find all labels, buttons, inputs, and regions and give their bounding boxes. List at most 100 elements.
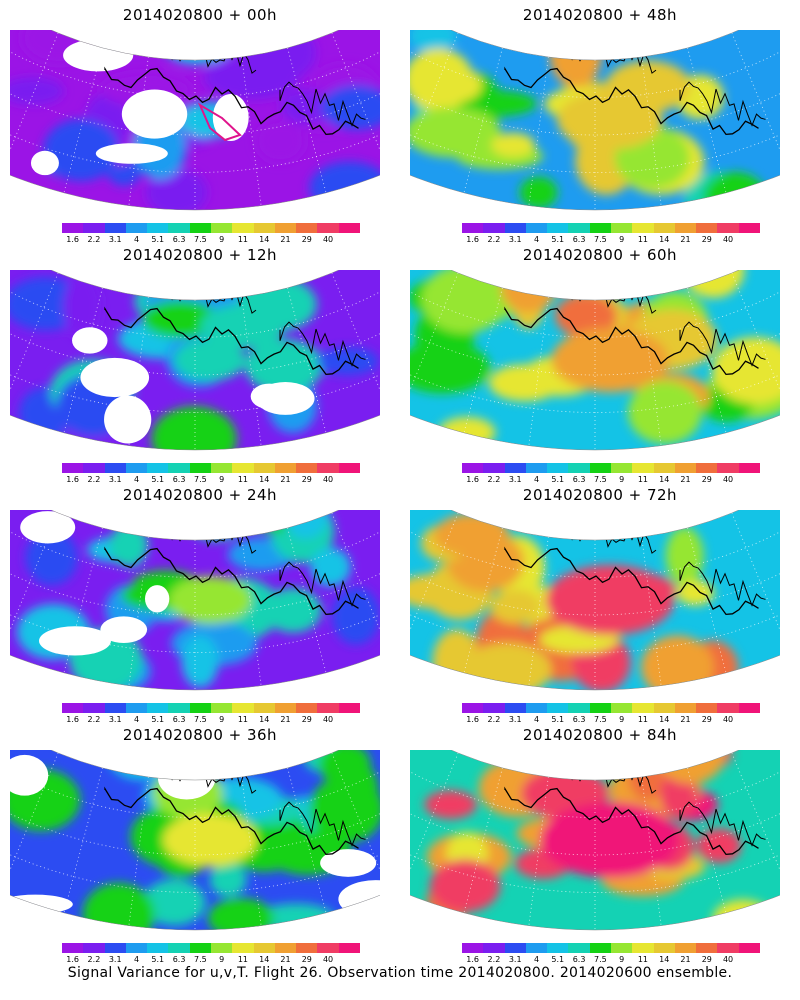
coastline [104,306,359,376]
colorbar-swatch [547,703,569,713]
colorbar-swatch [696,223,718,233]
colorbar-swatch [296,463,318,473]
colorbar-swatch [483,943,505,953]
variance-max-region [540,802,680,878]
colorbar-swatch [525,463,548,473]
colorbar-swatch [83,463,105,473]
variance-contour-blob [712,337,780,404]
colorbar-tick-label: 14 [259,955,270,964]
longitude-line [241,56,262,206]
colorbar-tick-label: 9 [619,475,625,484]
colorbar-swatch [147,223,169,233]
colorbar-swatch [632,703,654,713]
colorbar-tick-label: 4 [533,715,540,724]
colorbar-swatch [589,223,611,233]
flight-track [197,102,242,142]
colorbar-tick-label: 3.1 [108,475,122,484]
colorbar-swatch [253,943,275,953]
variance-contour-blob [185,510,247,542]
latitude-line [410,77,780,136]
colorbar-tick-label: 11 [637,235,649,244]
map-border [410,510,780,691]
colorbar-tick-label: 1.6 [66,475,80,484]
colorbar-swatch [189,463,211,473]
colorbar-labels: 1.6 2.2 3.1 4 5.1 6.3 7.5 9 11 14 21 29 40 [52,475,372,485]
colorbar-swatch [674,943,697,953]
colorbar-swatch [610,943,633,953]
longitude-line [287,47,327,193]
colorbar-swatch [104,463,126,473]
colorbar-labels: 1.6 2.2 3.1 4 5.1 6.3 7.5 9 11 14 21 29 40 [452,955,772,965]
variance-contour-blob [244,339,324,394]
colorbar-tick-label: 29 [301,475,312,484]
variance-contour-blob [434,513,510,557]
colorbar-swatch [696,463,718,473]
variance-contour-blob [255,119,306,163]
colorbar-swatch [83,223,105,233]
map-border [410,750,780,931]
latitude-line [410,557,780,616]
coastline [104,66,359,136]
colorbar-swatch [104,703,126,713]
colorbar-swatch [210,463,233,473]
colorbar-tick-label: 11 [637,475,649,484]
colorbar-tick-label: 7.5 [193,715,207,724]
colorbar-tick-label: 11 [637,955,649,964]
colorbar-swatch [589,463,611,473]
colorbar-tick-label: 40 [322,475,334,484]
variance-contour-blob [627,380,702,444]
colorbar-swatch [674,223,697,233]
variance-max-region [162,813,258,867]
colorbar-labels: 1.6 2.2 3.1 4 5.1 6.3 7.5 9 11 14 21 29 40 [52,715,372,725]
colorbar-tick-label: 6.3 [572,715,586,724]
colorbar-swatch [525,223,548,233]
colorbar-swatch [674,703,697,713]
colorbar-swatch [253,463,275,473]
variance-max-region [557,90,663,150]
colorbar-swatch [632,223,654,233]
masked-region [104,395,152,444]
variance-contour-blob [142,300,218,338]
colorbar-swatch [632,943,654,953]
colorbar-swatch [610,703,633,713]
colorbar-swatch [147,463,169,473]
panel-title: 2014020800 + 00h [122,6,278,24]
colorbar [462,703,760,713]
variance-contour-blob [181,635,219,688]
colorbar-tick-label: 5.1 [151,235,165,244]
coastline-east [679,561,766,607]
latitude-line [10,797,380,856]
masked-region [30,150,59,176]
colorbar-tick-label: 40 [322,715,334,724]
colorbar-swatch [83,943,105,953]
colorbar-swatch [717,463,739,473]
colorbar-tick-label: 29 [301,955,312,964]
colorbar-tick-label: 6.3 [172,715,186,724]
masked-region [80,357,150,398]
colorbar-swatch [62,223,84,233]
colorbar-tick-label: 5.1 [151,715,165,724]
longitude-line [10,512,59,652]
forecast-panel: 2014020800 + 36h 1.6 2.2 3.1 4 5.1 6.3 7.5 9 11 14… [0,720,400,964]
variance-max-region [174,339,246,381]
colorbar-tick-label: 29 [701,475,712,484]
colorbar-tick-label: 29 [701,235,712,244]
map-border [10,750,380,931]
colorbar-tick-label: 5.1 [551,235,565,244]
variance-contour-blob [490,589,541,624]
masked-region [72,327,108,354]
masked-region [327,669,353,689]
colorbar-swatch [296,223,318,233]
colorbar-swatch [674,463,697,473]
variance-contour-blob [434,277,516,326]
colorbar-tick-label: 11 [237,475,249,484]
variance-map [10,750,380,931]
colorbar [62,223,360,233]
colorbar-swatch [525,943,548,953]
variance-contour-blob [676,579,715,606]
variance-map [410,750,780,931]
colorbar-labels: 1.6 2.2 3.1 4 5.1 6.3 7.5 9 11 14 21 29 40 [452,235,772,245]
colorbar-swatch [610,463,633,473]
coastline-east [679,801,766,847]
colorbar-swatch [568,943,590,953]
